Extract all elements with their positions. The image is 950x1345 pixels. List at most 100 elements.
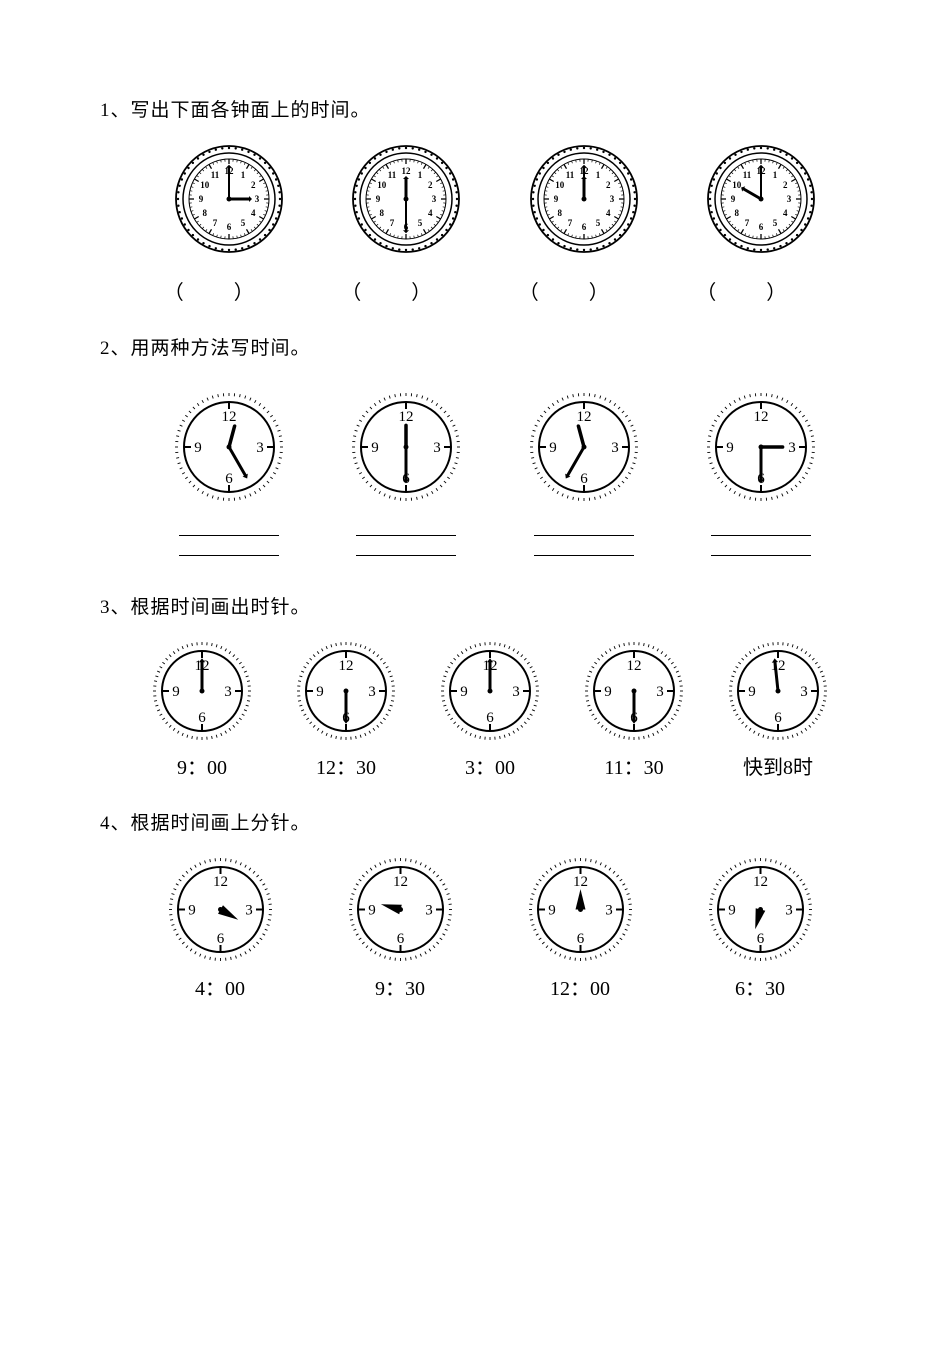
q3-clock-1: 12369 12：30 xyxy=(274,641,418,780)
svg-text:12: 12 xyxy=(754,409,769,425)
q3-clock-0: 12369 9：00 xyxy=(130,641,274,780)
q1-prompt: 1、写出下面各钟面上的时间。 xyxy=(100,95,850,122)
svg-text:2: 2 xyxy=(428,180,433,190)
q1-clock-2: 123456789101112 （） xyxy=(509,144,659,305)
svg-text:11: 11 xyxy=(388,170,397,180)
svg-text:5: 5 xyxy=(241,218,246,228)
q1-blank-2[interactable]: （） xyxy=(509,276,659,305)
q4-label-0: 4：00 xyxy=(195,972,245,1001)
svg-text:1: 1 xyxy=(596,170,601,180)
svg-text:3: 3 xyxy=(785,903,793,919)
svg-text:8: 8 xyxy=(735,208,740,218)
svg-text:6: 6 xyxy=(759,222,764,232)
q3-clock-row: 12 3 6 9 9：00 12 3 6 9 12：30 12369 3：00 12369 … xyxy=(130,641,850,780)
q4-clock-row: 12 3 6 9 4：00 12 3 6 9 9：30 12 3 6 9 12：00 12 3 6 9 … xyxy=(130,857,850,1001)
q4-label-2: 12：00 xyxy=(550,972,610,1001)
svg-text:4: 4 xyxy=(251,208,256,218)
svg-text:9: 9 xyxy=(604,684,612,700)
svg-text:9: 9 xyxy=(549,440,557,456)
q3-label-3: 11：30 xyxy=(604,751,663,780)
svg-text:3: 3 xyxy=(256,440,264,456)
svg-text:8: 8 xyxy=(202,208,207,218)
svg-text:6: 6 xyxy=(198,710,206,726)
svg-text:9: 9 xyxy=(194,440,202,456)
svg-text:12: 12 xyxy=(627,658,642,674)
svg-text:6: 6 xyxy=(396,931,404,947)
svg-text:10: 10 xyxy=(733,180,743,190)
svg-text:9: 9 xyxy=(728,903,736,919)
q3-clock-2: 12369 3：00 xyxy=(418,641,562,780)
svg-text:3: 3 xyxy=(255,194,260,204)
svg-text:6: 6 xyxy=(227,222,232,232)
svg-text:11: 11 xyxy=(743,170,752,180)
svg-text:11: 11 xyxy=(210,170,219,180)
svg-text:9: 9 xyxy=(372,440,380,456)
svg-text:2: 2 xyxy=(606,180,611,190)
svg-text:6: 6 xyxy=(576,931,584,947)
svg-text:3: 3 xyxy=(425,903,433,919)
q4-clock-2: 12369 12：00 xyxy=(490,857,670,1001)
question-4: 4、根据时间画上分针。 12 3 6 9 4：00 12 3 6 9 9：30 12 3 6 9 … xyxy=(100,808,850,1001)
svg-text:10: 10 xyxy=(378,180,388,190)
q1-blank-3[interactable]: （） xyxy=(686,276,836,305)
svg-text:3: 3 xyxy=(512,684,520,700)
q2-blanks-3[interactable] xyxy=(706,516,816,556)
svg-text:9: 9 xyxy=(172,684,180,700)
q2-blanks-0[interactable] xyxy=(174,516,284,556)
svg-text:7: 7 xyxy=(745,218,750,228)
q4-clock-0: 12369 4：00 xyxy=(130,857,310,1001)
q3-clock-3: 12369 11：30 xyxy=(562,641,706,780)
q2-clock-2: 12 3 6 9 xyxy=(529,392,639,556)
svg-text:7: 7 xyxy=(213,218,218,228)
q3-label-1: 12：30 xyxy=(316,751,376,780)
svg-text:12: 12 xyxy=(753,874,768,890)
svg-text:12: 12 xyxy=(221,409,236,425)
q4-label-1: 9：30 xyxy=(375,972,425,1001)
q4-clock-3: 12369 6：30 xyxy=(670,857,850,1001)
svg-text:9: 9 xyxy=(368,903,376,919)
svg-text:9: 9 xyxy=(554,194,559,204)
svg-text:9: 9 xyxy=(199,194,204,204)
svg-text:12: 12 xyxy=(393,874,408,890)
svg-text:3: 3 xyxy=(432,194,437,204)
svg-text:6: 6 xyxy=(582,222,587,232)
svg-text:12: 12 xyxy=(573,874,588,890)
svg-text:5: 5 xyxy=(596,218,601,228)
svg-text:12: 12 xyxy=(402,166,412,176)
svg-text:3: 3 xyxy=(245,903,253,919)
svg-text:3: 3 xyxy=(611,440,619,456)
svg-text:5: 5 xyxy=(773,218,778,228)
svg-text:8: 8 xyxy=(557,208,562,218)
svg-text:9: 9 xyxy=(731,194,736,204)
q3-label-4: 快到8时 xyxy=(743,751,813,780)
svg-text:10: 10 xyxy=(200,180,210,190)
q2-blanks-2[interactable] xyxy=(529,516,639,556)
svg-text:6: 6 xyxy=(774,710,782,726)
q2-clock-3: 12369 xyxy=(706,392,816,556)
q3-clock-4: 12369 快到8时 xyxy=(706,641,850,780)
q4-prompt: 4、根据时间画上分针。 xyxy=(100,808,850,835)
svg-text:12: 12 xyxy=(576,409,591,425)
svg-text:3: 3 xyxy=(368,684,376,700)
svg-text:9: 9 xyxy=(376,194,381,204)
q4-clock-1: 12 3 6 9 9：30 xyxy=(310,857,490,1001)
question-2: 2、用两种方法写时间。 12369 12369 12369 1 xyxy=(100,333,850,564)
svg-text:2: 2 xyxy=(251,180,256,190)
svg-text:6: 6 xyxy=(580,471,588,487)
svg-text:9: 9 xyxy=(727,440,735,456)
svg-text:6: 6 xyxy=(216,931,224,947)
q3-label-2: 3：00 xyxy=(465,751,515,780)
svg-text:3: 3 xyxy=(787,194,792,204)
svg-text:12: 12 xyxy=(339,658,354,674)
q1-blank-0[interactable]: （） xyxy=(154,276,304,305)
svg-text:4: 4 xyxy=(428,208,433,218)
q2-prompt: 2、用两种方法写时间。 xyxy=(100,333,850,360)
q2-blanks-1[interactable] xyxy=(351,516,461,556)
svg-text:9: 9 xyxy=(548,903,556,919)
svg-text:1: 1 xyxy=(241,170,246,180)
q2-box: 12369 12369 12369 12369 xyxy=(140,382,850,564)
question-3: 3、根据时间画出时针。 12369 9：00 12369 12：30 12369… xyxy=(100,592,850,780)
q3-label-0: 9：00 xyxy=(177,751,227,780)
q1-blank-1[interactable]: （） xyxy=(331,276,481,305)
svg-text:11: 11 xyxy=(565,170,574,180)
